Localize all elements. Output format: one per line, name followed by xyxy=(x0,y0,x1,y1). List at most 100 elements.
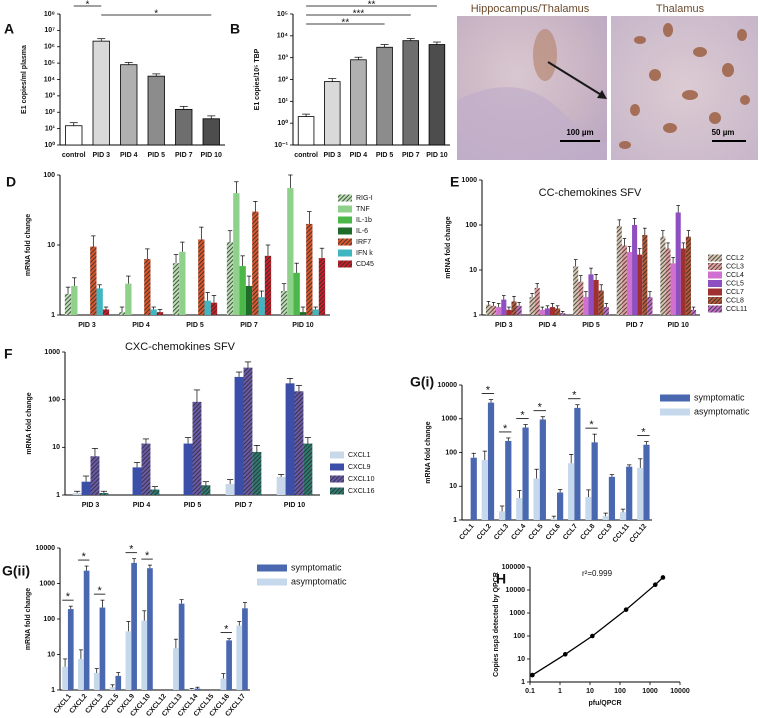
annotation: r²=0.999 xyxy=(582,569,613,578)
error-bar xyxy=(179,599,184,604)
bar xyxy=(179,251,186,315)
bar xyxy=(78,658,84,690)
bar xyxy=(591,442,598,520)
error-bar xyxy=(286,378,294,384)
error-bar xyxy=(648,291,652,298)
legend-swatch xyxy=(708,254,722,262)
legend-label: IFN k xyxy=(356,250,373,257)
bar xyxy=(99,607,106,690)
bar xyxy=(131,562,137,690)
bar xyxy=(64,293,72,315)
error-bar xyxy=(488,399,494,403)
y-tick-label: 10⁵ xyxy=(277,11,288,18)
data-point xyxy=(652,582,658,587)
error-bar xyxy=(586,489,591,498)
panel-letter: G(ii) xyxy=(2,563,30,579)
error-bar xyxy=(259,290,264,298)
error-bar xyxy=(627,246,632,253)
legend-swatch xyxy=(708,271,722,279)
x-tick-label: PID 10 xyxy=(284,502,306,509)
bar xyxy=(93,673,100,690)
image-title: Thalamus xyxy=(656,3,705,15)
bar xyxy=(603,307,609,315)
legend-label: asymptomatic xyxy=(291,576,347,586)
significance-label: * xyxy=(589,419,594,431)
bar xyxy=(506,309,512,315)
significance-label: ** xyxy=(368,0,376,11)
legend-swatch xyxy=(330,451,344,459)
error-bar xyxy=(666,242,670,249)
significance-label: * xyxy=(145,550,150,562)
error-bar xyxy=(72,277,77,286)
y-tick-label: 10 xyxy=(517,656,525,663)
bar xyxy=(608,476,616,520)
error-bar xyxy=(189,688,194,690)
error-bar xyxy=(578,275,583,282)
image-title: Hippocampus/Thalamus xyxy=(471,3,590,15)
bar xyxy=(306,223,313,315)
error-bar xyxy=(211,295,217,303)
bar xyxy=(690,309,697,315)
bar xyxy=(602,516,609,520)
bar xyxy=(125,283,132,315)
x-tick-label: PID 5 xyxy=(147,152,165,159)
bar xyxy=(616,226,622,315)
data-point xyxy=(562,652,568,657)
x-tick-label: PID 5 xyxy=(376,152,394,159)
error-bar xyxy=(91,448,99,457)
bar xyxy=(299,312,307,315)
bar xyxy=(350,59,367,146)
error-bar xyxy=(227,638,232,641)
legend-swatch xyxy=(338,227,352,235)
error-bar xyxy=(235,371,243,377)
legend-swatch xyxy=(338,260,352,268)
bar xyxy=(132,467,142,495)
error-bar xyxy=(73,490,81,494)
error-bar xyxy=(617,219,622,227)
y-tick-label: 10⁸ xyxy=(44,11,55,18)
bar xyxy=(642,234,648,315)
bar xyxy=(505,440,512,520)
error-bar xyxy=(482,450,487,460)
bar xyxy=(560,313,566,315)
legend-swatch xyxy=(338,194,352,202)
error-bar xyxy=(253,445,261,452)
error-bar xyxy=(560,311,565,314)
error-bar xyxy=(302,113,311,117)
bar xyxy=(573,266,579,315)
y-tick-label: 10 xyxy=(469,267,477,274)
bar xyxy=(529,297,535,315)
error-bar xyxy=(637,248,642,255)
bar xyxy=(225,484,235,495)
y-tick-label: 1000 xyxy=(441,416,457,423)
error-bar xyxy=(603,512,608,517)
histology-image xyxy=(611,16,758,160)
y-axis-label: mRNA fold change xyxy=(25,214,32,276)
x-tick-label: PID 3 xyxy=(495,322,513,329)
x-tick-label: CCL8 xyxy=(579,523,596,542)
error-bar xyxy=(100,599,105,608)
bar xyxy=(585,497,592,520)
x-tick-label: 1 xyxy=(558,688,562,695)
error-bar xyxy=(253,201,258,212)
bar xyxy=(62,666,68,690)
error-bar xyxy=(632,218,637,225)
error-bar xyxy=(226,479,234,485)
data-point xyxy=(623,607,629,612)
y-tick-label: 10³ xyxy=(45,93,56,100)
y-tick-label: 10⁷ xyxy=(44,27,55,34)
bar xyxy=(144,259,151,315)
y-tick-label: 100 xyxy=(465,222,477,229)
y-tick-label: 1 xyxy=(473,312,477,319)
bar xyxy=(637,254,643,315)
legend-swatch xyxy=(708,297,722,304)
bar xyxy=(226,640,232,690)
error-bar xyxy=(599,284,604,291)
x-tick-label: 10 xyxy=(586,688,594,695)
y-tick-label: 10⁶ xyxy=(44,44,55,51)
significance-label: * xyxy=(538,402,543,414)
error-bar xyxy=(638,458,643,468)
bar xyxy=(491,305,497,315)
stained-region xyxy=(533,29,557,81)
significance-label: * xyxy=(520,410,525,422)
